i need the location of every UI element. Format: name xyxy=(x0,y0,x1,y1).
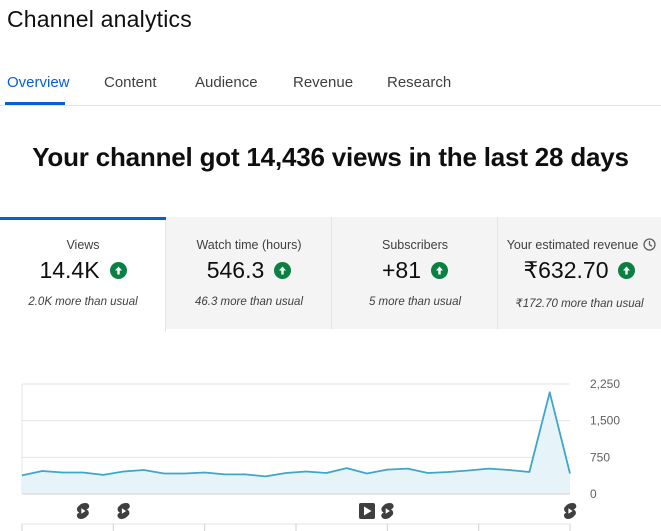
tab-revenue[interactable]: Revenue xyxy=(293,74,354,91)
tab-overview[interactable]: Overview xyxy=(7,74,70,91)
page-title: Channel analytics xyxy=(7,6,192,32)
series-area xyxy=(22,392,570,494)
shorts-icon[interactable] xyxy=(76,503,90,519)
y-tick-label: 0 xyxy=(590,487,597,501)
metric-card-subscribers[interactable]: Subscribers +81 5 more than usual xyxy=(332,217,498,329)
video-play-icon[interactable] xyxy=(359,503,375,519)
views-chart: 2,250 1,500 750 0 xyxy=(0,372,661,531)
shorts-icon[interactable] xyxy=(117,503,130,519)
arrow-up-circle-icon xyxy=(431,262,448,279)
shorts-icon[interactable] xyxy=(563,503,577,519)
metric-label: Views xyxy=(66,238,100,252)
shorts-icon[interactable] xyxy=(381,503,394,519)
series-line xyxy=(21,391,571,478)
tab-audience[interactable]: Audience xyxy=(195,74,258,91)
metric-comparison: ₹172.70 more than usual xyxy=(515,298,644,310)
metric-cards: Views 14.4K 2.0K more than usual Watch t… xyxy=(0,217,661,332)
metric-card-views[interactable]: Views 14.4K 2.0K more than usual xyxy=(0,217,166,332)
tab-research[interactable]: Research xyxy=(387,74,452,91)
arrow-up-circle-icon xyxy=(109,262,127,279)
metric-comparison: 46.3 more than usual xyxy=(194,296,304,308)
metric-value: +81 xyxy=(381,257,421,283)
y-tick-label: 2,250 xyxy=(590,377,620,391)
clock-icon[interactable] xyxy=(643,238,656,251)
metric-value: ₹632.70 xyxy=(523,257,609,283)
tab-content[interactable]: Content xyxy=(104,74,157,91)
active-tab-indicator xyxy=(5,102,65,105)
metric-value: 546.3 xyxy=(206,257,265,283)
tab-bar: Overview Content Audience Revenue Resear… xyxy=(0,60,661,106)
arrow-up-circle-icon xyxy=(618,262,636,279)
metric-label: Watch time (hours) xyxy=(196,238,302,252)
metric-comparison: 5 more than usual xyxy=(368,296,462,308)
y-tick-label: 1,500 xyxy=(590,414,620,428)
metric-card-revenue[interactable]: Your estimated revenue ₹632.70 ₹172.70 m… xyxy=(498,217,661,329)
views-chart-svg: 2,250 1,500 750 0 xyxy=(21,377,620,531)
metric-card-watch-time[interactable]: Watch time (hours) 546.3 46.3 more than … xyxy=(166,217,332,329)
metric-label: Your estimated revenue xyxy=(506,238,639,252)
metric-comparison: 2.0K more than usual xyxy=(28,296,138,308)
metric-label: Subscribers xyxy=(382,238,448,252)
views-headline: Your channel got 14,436 views in the las… xyxy=(32,142,629,172)
metric-value: 14.4K xyxy=(39,257,100,283)
y-tick-label: 750 xyxy=(590,450,610,464)
arrow-up-circle-icon xyxy=(274,262,292,279)
